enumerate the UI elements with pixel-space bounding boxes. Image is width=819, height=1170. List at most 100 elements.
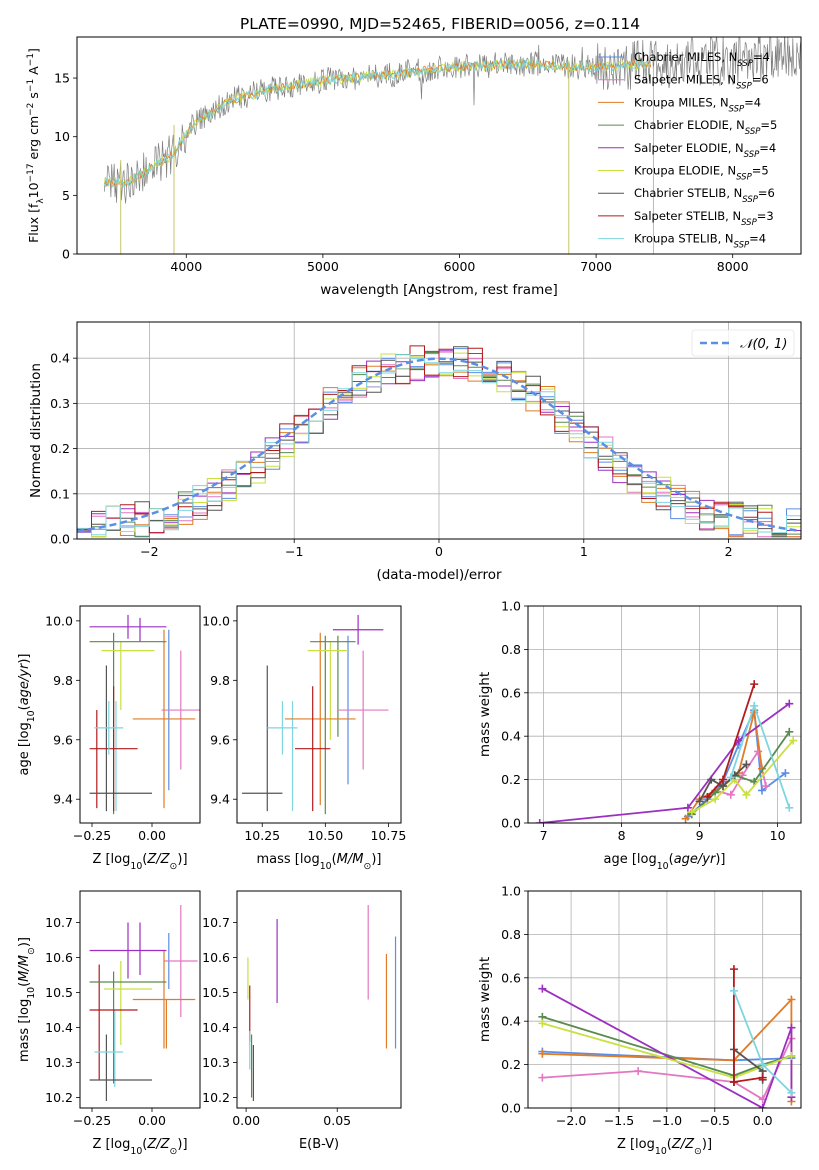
weight-marker xyxy=(787,995,796,1004)
x-axis-label-part: )] xyxy=(702,1137,712,1152)
weight-marker xyxy=(703,792,712,801)
figure-title: PLATE=0990, MJD=52465, FIBERID=0056, z=0… xyxy=(240,15,640,33)
x-axis-label-part: 10 xyxy=(320,861,332,872)
x-axis-label-part: 10 xyxy=(130,1146,142,1157)
weight-marker xyxy=(695,797,704,806)
x-tick-label: −1.5 xyxy=(604,1113,634,1128)
plot-area xyxy=(89,614,200,815)
y-axis-label-part: 10 xyxy=(26,182,41,198)
y-tick-label: 0.8 xyxy=(501,642,521,657)
x-axis-label-part: 10 xyxy=(130,861,142,872)
y-tick-label: 10.7 xyxy=(202,915,230,930)
weight-marker xyxy=(707,775,716,784)
histogram-kroupa-stelib xyxy=(77,354,801,536)
legend-n: =3 xyxy=(757,209,774,223)
legend-label: Salpeter STELIB, NSSP=3 xyxy=(634,209,774,228)
legend-label: Kroupa STELIB, NSSP=4 xyxy=(634,232,766,251)
y-axis-label-part: A xyxy=(26,66,41,79)
x-axis-label-part: Z/Z xyxy=(671,1137,695,1152)
x-axis-label: age [log10(age/yr)] xyxy=(603,852,725,872)
y-tick-label: 9.6 xyxy=(53,732,73,747)
y-tick-label: 10.2 xyxy=(45,1090,73,1105)
y-tick-label: 10.3 xyxy=(45,1055,73,1070)
weight-line xyxy=(684,712,763,820)
y-axis-label-part: −2 xyxy=(26,103,36,116)
y-axis-label-part: ( xyxy=(17,982,32,987)
y-axis-label-part: )] xyxy=(17,937,32,947)
x-axis-label-part: ⊙ xyxy=(170,861,178,872)
y-axis-label-part: M/M xyxy=(17,955,32,982)
x-tick-label: −0.5 xyxy=(700,1113,730,1128)
x-tick-label: −1.0 xyxy=(652,1113,682,1128)
legend-label: Kroupa ELODIE, NSSP=5 xyxy=(634,164,769,183)
y-tick-label: 0.0 xyxy=(50,532,70,547)
histogram-salpeter-miles xyxy=(77,351,801,538)
legend-n: =4 xyxy=(753,50,770,64)
y-axis-label: mass weight xyxy=(477,957,493,1042)
weight-line xyxy=(541,987,793,1108)
weight-marker xyxy=(758,786,766,795)
weight-marker xyxy=(758,1104,767,1108)
x-tick-label: −1 xyxy=(285,544,303,559)
weight-marker xyxy=(781,769,790,778)
plot-area xyxy=(103,37,801,254)
weight-marker xyxy=(742,760,751,769)
axes-frame xyxy=(236,890,402,1109)
plot-area xyxy=(247,905,397,1101)
y-tick-label: 15 xyxy=(54,71,70,86)
x-tick-label: 8 xyxy=(618,828,626,843)
weight-marker xyxy=(750,680,759,689)
legend-n: =4 xyxy=(749,232,766,246)
y-axis-label: age [log10(age/yr)] xyxy=(17,653,37,775)
x-tick-label: 4000 xyxy=(170,259,202,274)
legend-sub: SSP xyxy=(734,241,750,251)
y-tick-label: 9.8 xyxy=(210,673,230,688)
x-axis-label-part: ( xyxy=(667,1137,672,1152)
x-axis-label: mass [log10(M/M⊙)] xyxy=(257,852,382,872)
x-axis-label: (data-model)/error xyxy=(376,567,502,583)
weight-line xyxy=(542,1016,792,1077)
x-axis-label-part: ⊙ xyxy=(694,1146,702,1157)
x-tick-label: −0.25 xyxy=(73,1113,111,1128)
weight-marker xyxy=(683,803,692,812)
legend-label: 𝒩(0, 1) xyxy=(740,337,787,352)
y-axis-label-part: ⊙ xyxy=(26,947,37,955)
weight-marker xyxy=(785,699,794,708)
y-tick-label: 9.6 xyxy=(210,732,230,747)
x-tick-label: 10.25 xyxy=(244,828,280,843)
y-axis-label-part: age [log xyxy=(17,722,32,775)
weight-marker xyxy=(787,1051,796,1060)
legend-sub: SSP xyxy=(736,173,752,183)
legend-model: Chabrier MILES, N xyxy=(634,50,737,64)
y-tick-label: 0.0 xyxy=(501,1101,521,1116)
x-axis-label-part: Z/Z xyxy=(146,852,170,867)
x-axis-label-part: )] xyxy=(177,852,187,867)
weight-marker xyxy=(538,1019,547,1028)
y-tick-label: 10 xyxy=(54,129,70,144)
x-axis-label-part: ( xyxy=(669,852,674,867)
legend-model: Salpeter STELIB, N xyxy=(634,209,741,223)
y-axis-label-part: λ xyxy=(36,198,46,204)
weight-marker xyxy=(742,790,751,799)
y-axis-label: Flux [fλ10−17 erg cm−2 s−1 A−1] xyxy=(26,48,46,243)
x-axis-label-part: Z [log xyxy=(92,1137,130,1152)
y-tick-label: 10.5 xyxy=(202,985,230,1000)
weight-marker xyxy=(789,736,798,745)
x-axis-label: Z [log10(Z/Z⊙)] xyxy=(92,1137,187,1157)
x-tick-label: −2 xyxy=(140,544,158,559)
x-tick-label: 0.00 xyxy=(232,1113,260,1128)
y-tick-label: 1.0 xyxy=(501,884,521,899)
y-tick-label: 10.3 xyxy=(202,1055,230,1070)
legend-label: Salpeter ELODIE, NSSP=4 xyxy=(634,141,776,160)
x-tick-label: 10.75 xyxy=(370,828,406,843)
weight-marker xyxy=(719,775,727,784)
y-tick-label: 1.0 xyxy=(501,599,521,614)
spectrum-data-line xyxy=(103,37,801,204)
histogram-salpeter-stelib xyxy=(77,345,801,534)
x-axis-label: Z [log10(Z/Z⊙)] xyxy=(92,852,187,872)
y-axis-label-part: erg cm xyxy=(26,116,41,164)
y-tick-label: 0.3 xyxy=(50,396,70,411)
weight-marker xyxy=(750,701,759,710)
